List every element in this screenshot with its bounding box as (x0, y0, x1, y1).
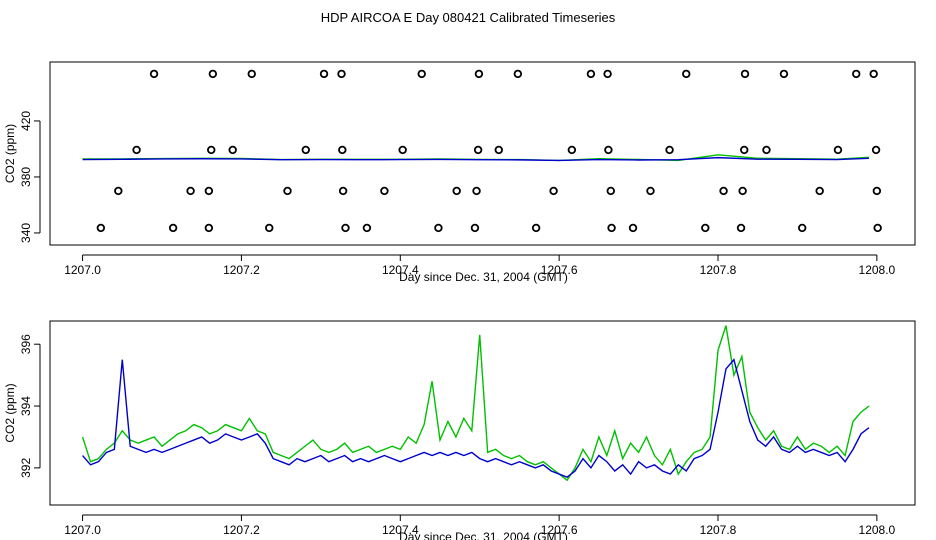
calibration-point (186, 186, 195, 196)
calibration-point (149, 69, 159, 79)
co2-line (82, 358, 870, 478)
calibration-point (132, 145, 141, 155)
x-tick-label: 1207.2 (223, 523, 260, 537)
calibration-point (604, 145, 613, 155)
calibration-point (470, 223, 480, 233)
plot-frame (49, 320, 916, 506)
y-tick-label: 396 (19, 334, 33, 354)
calibration-point (452, 186, 461, 196)
calibration-point (301, 145, 310, 155)
calibration-point (736, 223, 746, 233)
calibration-point (434, 223, 443, 233)
x-tick-label: 1207.4 (382, 523, 419, 537)
calibration-point (494, 145, 503, 155)
calibration-point (207, 145, 216, 155)
calibration-point (701, 223, 710, 233)
y-axis-label: CO2 (ppm) (3, 383, 17, 442)
x-tick-label: 1207.6 (541, 263, 578, 277)
calibration-point (869, 69, 878, 79)
calibration-point (815, 186, 824, 196)
x-tick-label: 1207.6 (541, 523, 578, 537)
calibration-point (208, 69, 218, 79)
calibration-point (472, 186, 481, 196)
calibration-point (204, 223, 214, 233)
calibration-point (603, 69, 612, 79)
x-tick-label: 1207.0 (64, 263, 101, 277)
x-tick-label: 1207.2 (223, 263, 260, 277)
calibration-point (96, 223, 106, 233)
co2-line (81, 325, 870, 482)
calibration-point (833, 145, 843, 155)
y-tick-label: 340 (19, 223, 33, 243)
y-axis-label: CO2 (ppm) (3, 124, 17, 183)
co2-line (82, 156, 869, 162)
calibration-point (417, 69, 426, 79)
x-axis-label: Day since Dec. 31, 2004 (GMT) (399, 530, 568, 540)
calibration-point (607, 223, 616, 233)
calibration-point (873, 223, 882, 233)
calibration-point (319, 69, 329, 79)
chart-title: HDP AIRCOA E Day 080421 Calibrated Times… (321, 10, 616, 25)
calibration-point (762, 145, 771, 155)
calibration-point (265, 223, 274, 233)
plot-frame (49, 61, 916, 246)
calibration-point (168, 223, 178, 233)
x-tick-label: 1207.8 (700, 263, 737, 277)
calibration-point (228, 145, 237, 155)
calibration-point (740, 145, 749, 155)
calibration-point (531, 223, 541, 233)
calibration-point (798, 223, 807, 233)
calibration-point (338, 186, 348, 196)
calibration-point (628, 223, 638, 233)
calibration-point (513, 69, 523, 79)
calibration-point (341, 223, 350, 233)
y-tick-label: 380 (19, 167, 33, 187)
calibration-point (338, 145, 347, 155)
calibration-point (337, 69, 346, 79)
calibration-point (682, 69, 691, 79)
calibration-point (567, 145, 577, 155)
calibration-point (380, 186, 389, 196)
y-tick-label: 392 (19, 458, 33, 478)
calibration-point (586, 69, 596, 79)
calibration-point (872, 186, 882, 196)
x-axis-label: Day since Dec. 31, 2004 (GMT) (399, 270, 568, 284)
x-tick-label: 1208.0 (859, 523, 896, 537)
calibration-point (204, 186, 214, 196)
x-tick-label: 1207.4 (382, 263, 419, 277)
calibration-point (740, 69, 750, 79)
x-tick-label: 1207.0 (64, 523, 101, 537)
calibration-point (114, 186, 123, 196)
calibration-point (362, 223, 372, 233)
calibration-point (646, 186, 655, 196)
calibration-point (665, 145, 674, 155)
calibration-point (606, 186, 615, 196)
calibration-point (738, 186, 747, 196)
calibration-point (474, 69, 484, 79)
calibration-point (247, 69, 256, 79)
calibration-point (549, 186, 558, 196)
x-tick-label: 1208.0 (859, 263, 896, 277)
calibration-point (871, 145, 881, 155)
calibration-point (473, 145, 483, 155)
y-tick-label: 420 (19, 111, 33, 131)
calibration-point (398, 145, 407, 155)
calibration-point (283, 186, 292, 196)
y-tick-label: 394 (19, 396, 33, 416)
calibration-point (852, 69, 861, 79)
calibration-point (719, 186, 728, 196)
x-tick-label: 1207.8 (700, 523, 737, 537)
calibration-point (779, 69, 789, 79)
